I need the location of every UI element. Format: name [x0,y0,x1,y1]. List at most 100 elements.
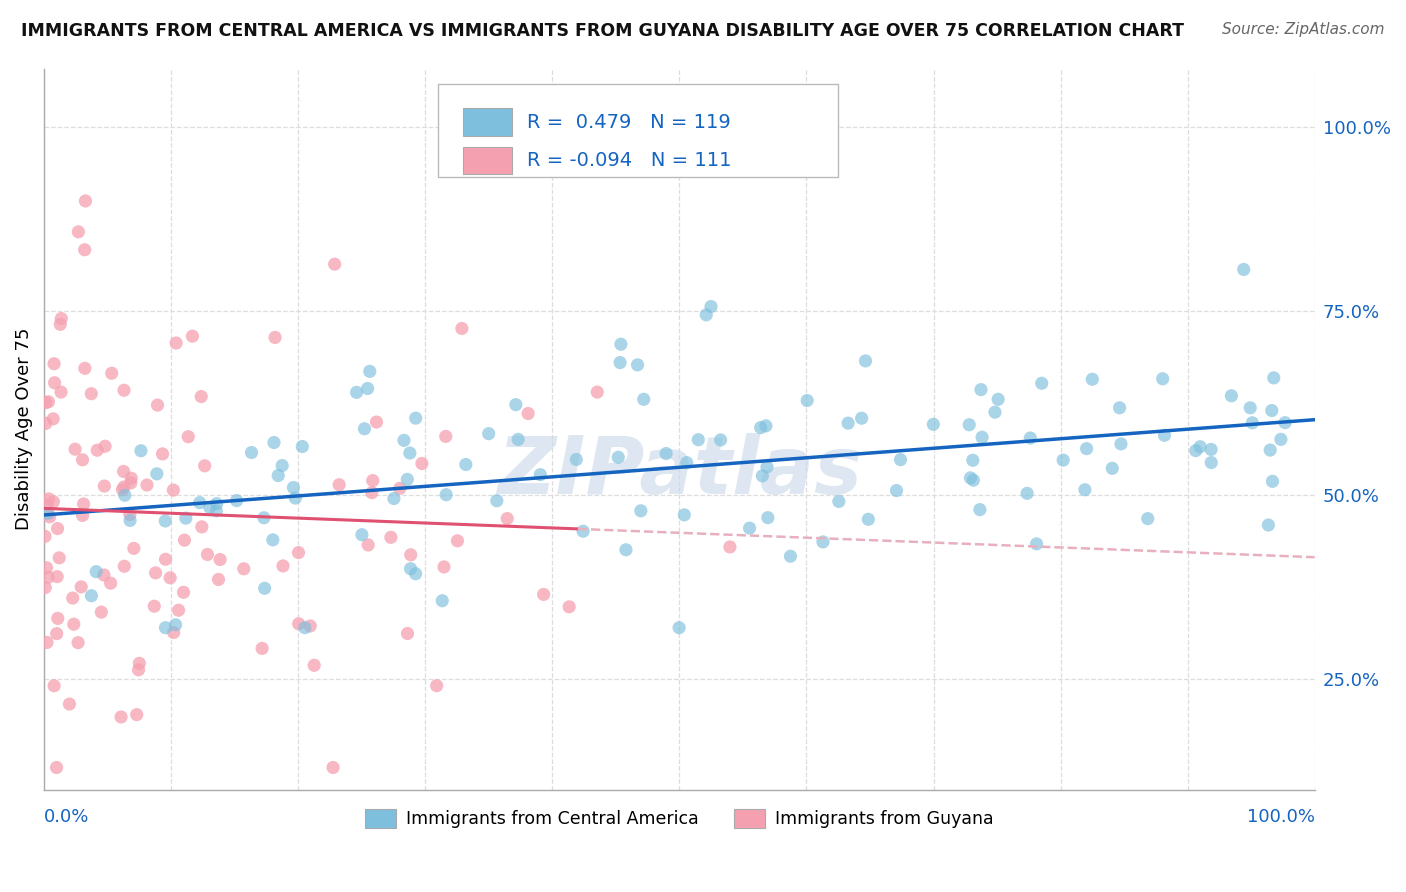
Point [756,510,779,524]
Point [1152,372,1174,386]
Point [886,483,908,498]
Point [155,552,177,566]
Point [322,760,344,774]
Point [42,679,65,693]
Point [1019,431,1042,445]
Point [517,407,540,421]
Point [207,573,229,587]
Point [755,418,778,433]
Text: IMMIGRANTS FROM CENTRAL AMERICA VS IMMIGRANTS FROM GUYANA DISABILITY AGE OVER 75: IMMIGRANTS FROM CENTRAL AMERICA VS IMMIG… [21,22,1184,40]
Point [253,582,276,596]
Point [655,446,678,460]
Point [205,497,228,511]
Point [38,509,60,524]
Point [152,447,174,461]
Point [46,569,69,583]
Point [174,511,197,525]
Point [94,439,117,453]
Point [323,257,346,271]
Point [1263,371,1285,385]
Point [173,533,195,548]
Point [198,500,221,515]
Point [718,540,741,554]
Point [283,481,305,495]
Point [72,453,94,467]
Point [34,529,56,543]
Point [90,605,112,619]
Point [42,494,65,508]
Point [42,357,65,371]
Point [1052,453,1074,467]
Point [1261,475,1284,489]
Point [271,458,294,473]
Point [146,467,169,481]
Point [35,561,58,575]
Point [972,430,994,444]
Point [120,513,142,527]
Point [128,657,150,671]
Point [396,626,419,640]
Point [1101,461,1123,475]
Point [146,398,169,412]
Point [796,393,818,408]
Point [957,417,980,432]
Point [62,591,84,605]
Text: R = -0.094   N = 111: R = -0.094 N = 111 [527,151,731,169]
Point [143,599,166,614]
Point [505,398,527,412]
Point [173,585,195,599]
Point [1220,389,1243,403]
Point [1025,537,1047,551]
Point [120,471,142,485]
Point [360,485,382,500]
Point [80,386,103,401]
FancyBboxPatch shape [464,146,512,174]
Point [197,548,219,562]
Point [889,452,911,467]
Point [572,524,595,539]
Point [114,488,136,502]
Text: 100.0%: 100.0% [1247,807,1315,826]
Point [1199,442,1222,457]
Point [291,440,314,454]
Point [529,467,551,482]
Point [44,376,66,390]
Point [250,641,273,656]
Point [426,679,449,693]
Point [38,491,60,506]
Point [1031,376,1053,391]
Point [120,475,142,490]
Point [962,473,984,487]
Point [63,442,86,457]
Point [984,405,1007,419]
Point [533,587,555,601]
Point [162,483,184,497]
Point [380,530,402,544]
Point [688,433,710,447]
Point [122,541,145,556]
Point [485,493,508,508]
Point [366,415,388,429]
Point [1184,443,1206,458]
Point [361,474,384,488]
Point [382,491,405,506]
Point [70,580,93,594]
Point [112,384,135,398]
Point [37,394,59,409]
Point [1257,518,1279,533]
Point [610,337,633,351]
Point [35,498,58,512]
Point [42,412,65,426]
Point [194,458,217,473]
Point [1270,433,1292,447]
Point [191,520,214,534]
Text: Source: ZipAtlas.com: Source: ZipAtlas.com [1222,22,1385,37]
Point [112,559,135,574]
Point [163,625,186,640]
Point [399,548,422,562]
Point [359,364,381,378]
Point [128,663,150,677]
Point [450,321,472,335]
Point [299,619,322,633]
Point [136,478,159,492]
